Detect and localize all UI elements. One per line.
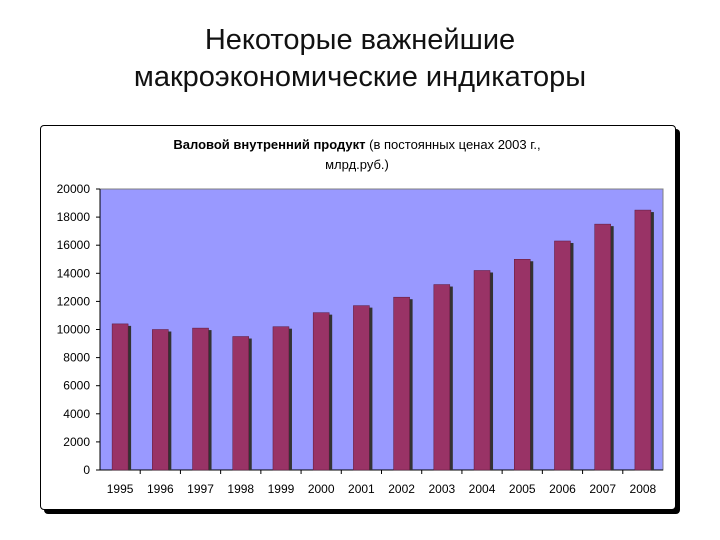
slide-title-line-2: макроэкономические индикаторы bbox=[133, 61, 587, 93]
x-tick-label: 2007 bbox=[589, 482, 616, 496]
bar bbox=[514, 259, 531, 471]
bar bbox=[192, 327, 209, 471]
y-tick-label: 2000 bbox=[63, 435, 90, 449]
bar bbox=[554, 240, 571, 471]
y-tick-label: 12000 bbox=[57, 294, 91, 308]
x-tick-label: 2003 bbox=[428, 482, 455, 496]
y-tick-label: 6000 bbox=[63, 379, 90, 393]
bar bbox=[433, 284, 451, 471]
y-tick-label: 8000 bbox=[63, 351, 90, 365]
x-tick-label: 1999 bbox=[268, 482, 295, 496]
x-tick-label: 2005 bbox=[509, 482, 536, 496]
bar bbox=[111, 323, 129, 471]
bar bbox=[473, 270, 491, 471]
chart-title-bold: Валовой внутренний продукт bbox=[173, 137, 366, 152]
y-tick-label: 14000 bbox=[57, 266, 91, 280]
bar bbox=[634, 209, 652, 471]
y-tick-label: 18000 bbox=[57, 210, 91, 224]
bar bbox=[232, 336, 249, 471]
x-tick-label: 2004 bbox=[469, 482, 496, 496]
bar bbox=[594, 223, 611, 471]
x-tick-label: 2006 bbox=[549, 482, 576, 496]
x-tick-label: 2002 bbox=[388, 482, 415, 496]
y-tick-label: 4000 bbox=[63, 407, 90, 421]
x-tick-label: 2008 bbox=[630, 482, 657, 496]
y-tick-label: 10000 bbox=[57, 323, 91, 337]
x-tick-label: 1996 bbox=[147, 482, 174, 496]
x-tick-label: 2000 bbox=[308, 482, 335, 496]
y-tick-label: 20000 bbox=[57, 182, 91, 196]
x-tick-label: 1998 bbox=[227, 482, 254, 496]
y-tick-label: 16000 bbox=[57, 238, 91, 252]
bar bbox=[353, 305, 370, 471]
bar bbox=[152, 329, 169, 471]
y-tick-label: 0 bbox=[83, 463, 90, 477]
plot-area bbox=[99, 188, 664, 471]
bar bbox=[272, 326, 290, 471]
x-tick-label: 2001 bbox=[348, 482, 375, 496]
chart-title-line-2: млрд.руб.) bbox=[325, 157, 389, 172]
bar bbox=[393, 296, 410, 471]
slide-title-line-1: Некоторые важнейшие bbox=[204, 24, 516, 56]
x-tick-label: 1997 bbox=[187, 482, 214, 496]
chart-title: Валовой внутренний продукт (в постоянных… bbox=[40, 135, 674, 175]
slide-title: Некоторые важнейшие макроэкономические и… bbox=[0, 22, 720, 96]
chart-title-rest: (в постоянных ценах 2003 г., bbox=[365, 137, 541, 152]
bar bbox=[312, 312, 330, 471]
x-tick-label: 1995 bbox=[107, 482, 134, 496]
